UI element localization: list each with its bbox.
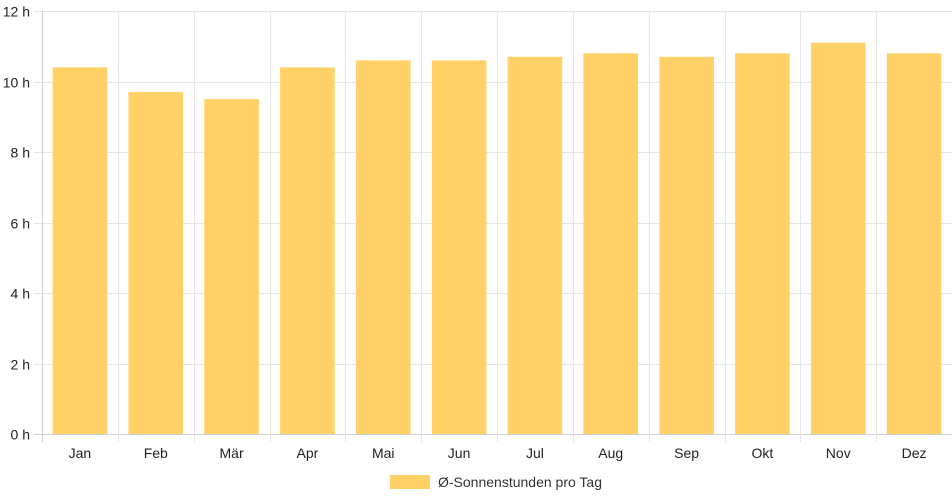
y-tick-label: 6 h xyxy=(11,216,30,232)
x-tick-label: Feb xyxy=(144,445,168,461)
legend-label: Ø-Sonnenstunden pro Tag xyxy=(438,474,602,490)
bar-feb[interactable] xyxy=(128,92,184,434)
x-tick-label: Sep xyxy=(674,445,699,461)
grid-lines xyxy=(34,11,952,442)
x-axis-ticks: Jan Feb Mär Apr Mai Jun Jul Aug Sep Okt Nov Dez xyxy=(69,445,927,461)
bar-mai[interactable] xyxy=(355,60,411,434)
x-tick-label: Aug xyxy=(598,445,623,461)
y-tick-label: 0 h xyxy=(11,427,30,443)
bar-okt[interactable] xyxy=(735,53,790,435)
y-tick-label: 2 h xyxy=(11,357,30,373)
legend-swatch xyxy=(390,475,431,489)
y-tick-label: 8 h xyxy=(11,145,30,161)
x-tick-label: Mär xyxy=(220,445,244,461)
y-tick-label: 10 h xyxy=(3,75,30,91)
x-tick-label: Dez xyxy=(902,445,927,461)
x-tick-label: Okt xyxy=(752,445,774,461)
x-tick-label: Jun xyxy=(448,445,471,461)
y-tick-label: 12 h xyxy=(3,4,30,20)
x-tick-label: Nov xyxy=(826,445,851,461)
bar-mär[interactable] xyxy=(204,99,259,434)
bar-aug[interactable] xyxy=(583,53,639,435)
x-tick-label: Mai xyxy=(372,445,395,461)
bar-nov[interactable] xyxy=(810,42,866,434)
legend[interactable]: Ø-Sonnenstunden pro Tag xyxy=(390,474,602,490)
bar-jun[interactable] xyxy=(431,60,487,434)
x-tick-label: Apr xyxy=(297,445,319,461)
bar-jul[interactable] xyxy=(507,56,563,434)
x-tick-label: Jan xyxy=(69,445,92,461)
y-axis-ticks: 0 h 2 h 4 h 6 h 8 h 10 h 12 h xyxy=(3,4,30,443)
x-tick-label: Jul xyxy=(526,445,544,461)
bars xyxy=(52,42,942,435)
bar-jan[interactable] xyxy=(52,67,108,435)
bar-apr[interactable] xyxy=(280,67,335,435)
y-tick-label: 4 h xyxy=(11,286,30,302)
bar-dez[interactable] xyxy=(886,53,942,435)
bar-sep[interactable] xyxy=(659,56,714,434)
